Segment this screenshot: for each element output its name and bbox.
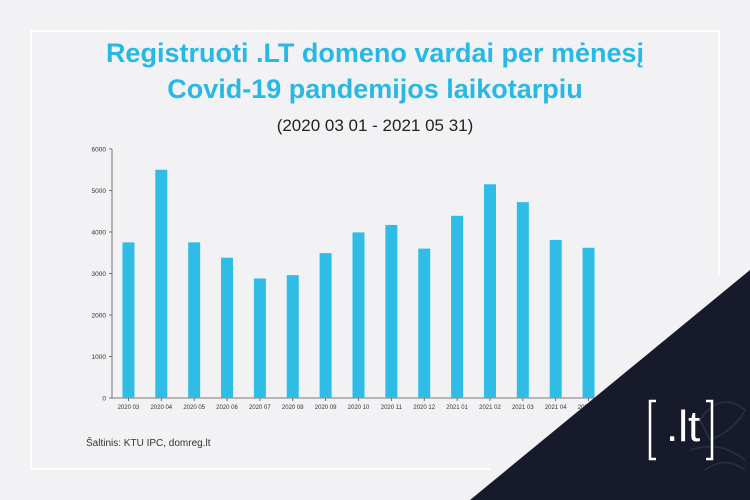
bar (352, 232, 365, 398)
x-tick-label: 2021 03 (512, 405, 534, 411)
bar (516, 202, 529, 398)
x-tick-label: 2020 12 (413, 405, 435, 411)
x-tick-label: 2020 03 (118, 405, 140, 411)
bar (221, 257, 234, 398)
x-tick-label: 2020 04 (150, 405, 172, 411)
x-tick-label: 2020 06 (216, 405, 238, 411)
dark-corner-triangle (470, 270, 750, 500)
x-tick-label: 2020 09 (315, 405, 337, 411)
chart-title-line1: Registruoti .LT domeno vardai per mėnesį (105, 38, 645, 68)
x-tick-label: 2020 08 (282, 405, 304, 411)
y-tick-label: 2000 (92, 313, 107, 320)
chart-title-line2: Covid-19 pandemijos laikotarpiu (167, 74, 583, 104)
x-tick-label: 2021 04 (545, 405, 567, 411)
y-tick-label: 3000 (92, 271, 107, 278)
y-tick-label: 5000 (92, 188, 107, 195)
logo-text: .lt (666, 402, 701, 451)
frame-top-line (30, 30, 720, 32)
bar (582, 247, 595, 398)
bar (188, 242, 201, 398)
x-tick-label: 2020 11 (381, 405, 403, 411)
x-tick-label: 2021 01 (446, 405, 468, 411)
frame-left-line (30, 30, 32, 470)
y-tick-label: 0 (102, 396, 106, 403)
y-tick-label: 6000 (92, 147, 107, 154)
bar (385, 224, 398, 398)
bar (122, 242, 135, 398)
source-note: Šaltinis: KTU IPC, domreg.lt (86, 438, 211, 449)
y-tick-label: 4000 (92, 230, 107, 237)
bar (253, 278, 266, 398)
lt-logo: .lt (646, 395, 716, 465)
bar (549, 239, 562, 398)
bar (286, 275, 299, 398)
x-tick-label: 2020 07 (249, 405, 271, 411)
chart-subtitle: (2020 03 01 - 2021 05 31) (276, 116, 474, 135)
y-tick-label: 1000 (92, 354, 107, 361)
x-tick-label: 2020 10 (348, 405, 370, 411)
bar (451, 215, 464, 398)
bracket-icon (648, 399, 714, 461)
x-tick-label: 2020 05 (183, 405, 205, 411)
bar (418, 248, 431, 398)
bar (155, 169, 168, 398)
bar (483, 184, 496, 398)
bar (319, 253, 332, 398)
frame-right-line (718, 30, 720, 275)
x-tick-label: 2021 02 (479, 405, 501, 411)
frame-bottom-line (30, 468, 490, 470)
